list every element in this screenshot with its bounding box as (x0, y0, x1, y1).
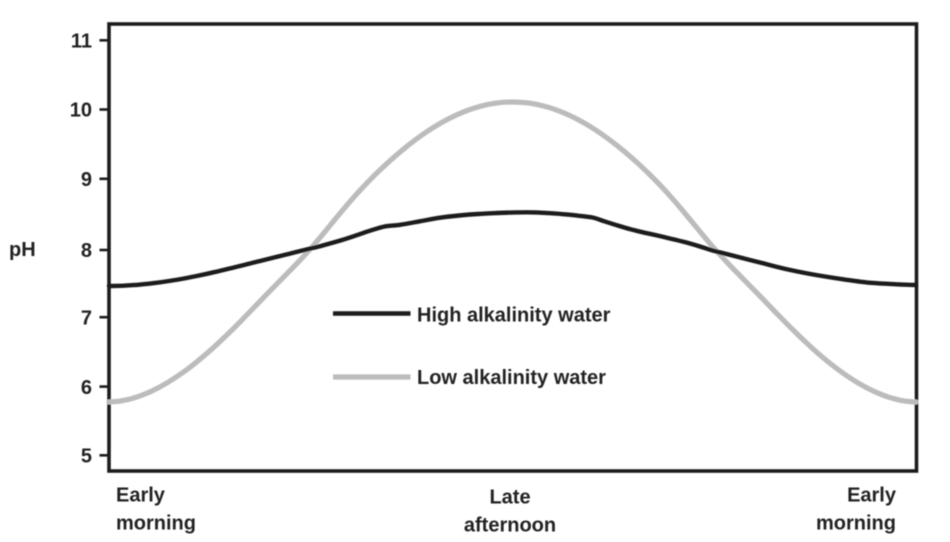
svg-text:pH: pH (9, 239, 36, 261)
svg-text:5: 5 (81, 446, 92, 468)
svg-text:9: 9 (81, 169, 92, 191)
svg-text:Early: Early (116, 485, 166, 507)
svg-text:morning: morning (116, 513, 196, 535)
svg-text:morning: morning (816, 513, 896, 535)
svg-text:7: 7 (81, 307, 92, 329)
svg-text:Low alkalinity water: Low alkalinity water (417, 367, 606, 389)
svg-text:Late: Late (489, 487, 530, 509)
svg-text:afternoon: afternoon (464, 515, 556, 537)
svg-text:6: 6 (81, 377, 92, 399)
svg-text:8: 8 (81, 240, 92, 262)
svg-text:High alkalinity water: High alkalinity water (417, 305, 611, 327)
svg-text:Early: Early (847, 485, 897, 507)
svg-text:11: 11 (71, 31, 92, 53)
svg-text:10: 10 (70, 100, 92, 122)
